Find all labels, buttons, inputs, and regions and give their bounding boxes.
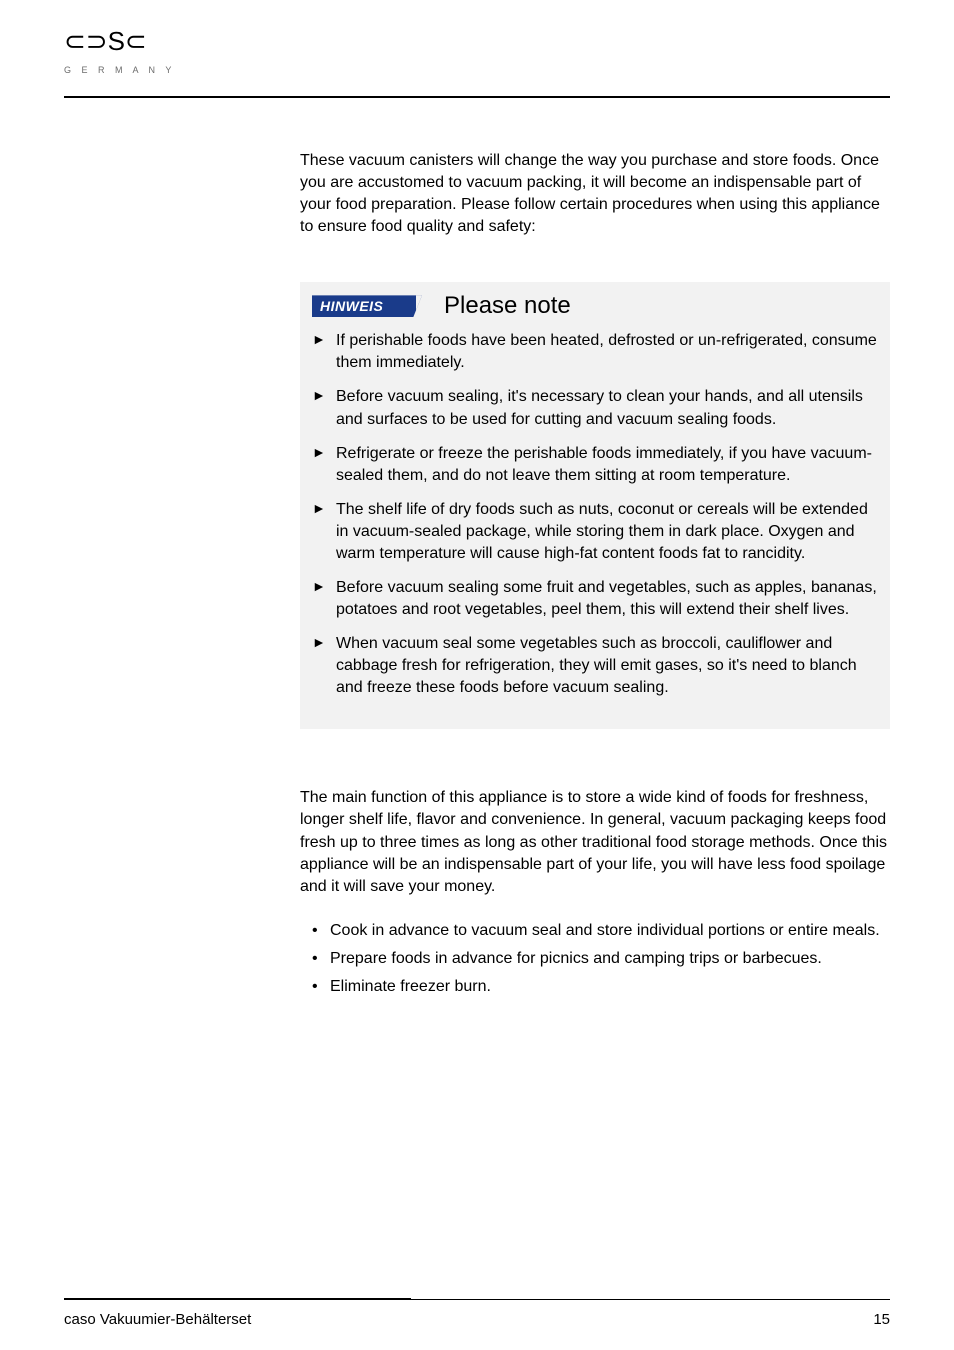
- function-paragraph: The main function of this appliance is t…: [300, 787, 890, 897]
- footer-product: caso Vakuumier-Behälterset: [64, 1311, 251, 1328]
- footer-rule: [64, 1299, 890, 1300]
- page-number: 15: [873, 1311, 890, 1328]
- caso-wordmark-icon: ⊂⊃S⊂: [64, 28, 174, 58]
- note-item: The shelf life of dry foods such as nuts…: [312, 499, 878, 565]
- svg-text:⊂⊃S⊂: ⊂⊃S⊂: [64, 28, 147, 56]
- bullet-item: Prepare foods in advance for picnics and…: [300, 948, 890, 970]
- note-item: Before vacuum sealing some fruit and veg…: [312, 577, 878, 621]
- note-item: Refrigerate or freeze the perishable foo…: [312, 443, 878, 487]
- note-list: If perishable foods have been heated, de…: [312, 330, 878, 699]
- please-note-box: HINWEIS Please note If perishable foods …: [300, 282, 890, 729]
- intro-paragraph: These vacuum canisters will change the w…: [300, 150, 890, 238]
- main-content: These vacuum canisters will change the w…: [300, 150, 890, 1004]
- note-title: Please note: [444, 292, 571, 320]
- brand-subtext: G E R M A N Y: [64, 65, 175, 75]
- header-rule: [64, 96, 890, 98]
- note-item: Before vacuum sealing, it's necessary to…: [312, 386, 878, 430]
- hinweis-badge: HINWEIS: [312, 295, 422, 317]
- note-item: If perishable foods have been heated, de…: [312, 330, 878, 374]
- note-item: When vacuum seal some vegetables such as…: [312, 633, 878, 699]
- bullet-item: Eliminate freezer burn.: [300, 976, 890, 998]
- bullet-list: Cook in advance to vacuum seal and store…: [300, 920, 890, 998]
- note-header: HINWEIS Please note: [312, 292, 878, 320]
- bullet-item: Cook in advance to vacuum seal and store…: [300, 920, 890, 942]
- brand-logo: ⊂⊃S⊂ G E R M A N Y: [64, 28, 175, 75]
